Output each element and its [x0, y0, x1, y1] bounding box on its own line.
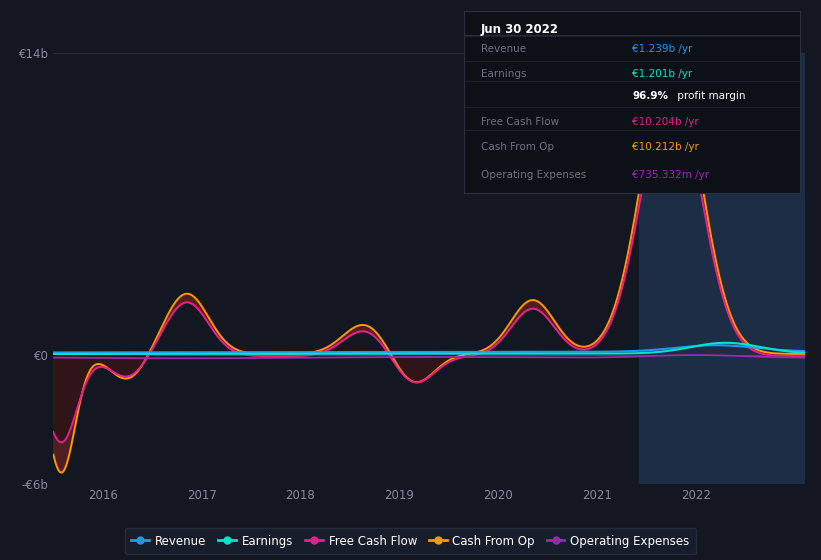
Bar — [639, 53, 805, 484]
Text: €10.212b /yr: €10.212b /yr — [632, 142, 699, 152]
Legend: Revenue, Earnings, Free Cash Flow, Cash From Op, Operating Expenses: Revenue, Earnings, Free Cash Flow, Cash … — [125, 528, 696, 554]
Text: profit margin: profit margin — [674, 91, 745, 101]
Text: Revenue: Revenue — [481, 44, 525, 54]
Text: Cash From Op: Cash From Op — [481, 142, 553, 152]
Text: €1.239b /yr: €1.239b /yr — [632, 44, 693, 54]
Text: 96.9%: 96.9% — [632, 91, 668, 101]
Text: Free Cash Flow: Free Cash Flow — [481, 117, 559, 127]
Text: €735.332m /yr: €735.332m /yr — [632, 170, 709, 180]
Text: €1.201b /yr: €1.201b /yr — [632, 69, 692, 80]
Text: Jun 30 2022: Jun 30 2022 — [481, 23, 559, 36]
Text: Operating Expenses: Operating Expenses — [481, 170, 586, 180]
Text: Earnings: Earnings — [481, 69, 526, 80]
Text: €10.204b /yr: €10.204b /yr — [632, 117, 699, 127]
